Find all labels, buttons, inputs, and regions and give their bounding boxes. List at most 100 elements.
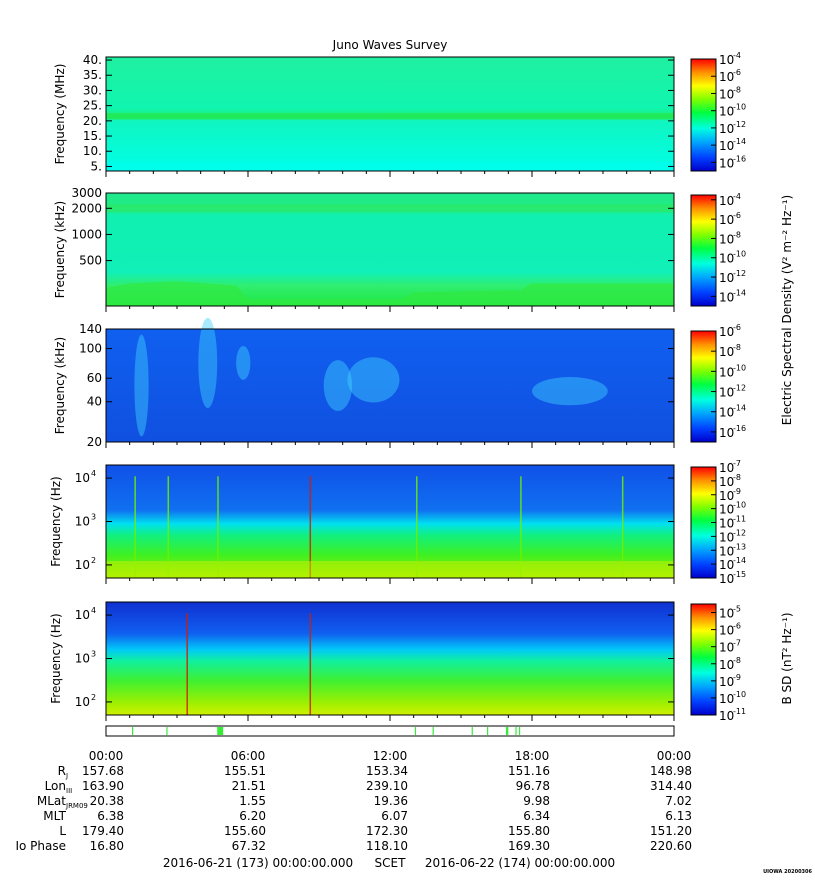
colorbar-tick-label: 10 bbox=[719, 386, 734, 400]
ephemeris-label: R bbox=[58, 764, 66, 778]
ephemeris-value: 179.40 bbox=[82, 824, 124, 838]
ephemeris-value: 239.10 bbox=[366, 779, 408, 793]
y-tick-label: 10. bbox=[83, 144, 102, 158]
emission-feature bbox=[532, 377, 608, 406]
mode-bar-frame bbox=[105, 725, 675, 737]
ephemeris-row: Io Phase 16.80 67.32 118.10 169.30 220.60 bbox=[15, 839, 692, 853]
mode-bar-segment bbox=[505, 727, 509, 735]
colorbar-tick-label: 10 bbox=[719, 271, 734, 285]
colorbar-tick-exponent: -12 bbox=[733, 528, 746, 537]
ephemeris-value: 16.80 bbox=[90, 839, 124, 853]
footer-start-date: 2016-06-21 (173) 00:00:00.000 bbox=[163, 856, 353, 870]
mode-bar-segment bbox=[518, 727, 521, 735]
emission-band bbox=[106, 561, 674, 578]
emission-spike bbox=[134, 476, 136, 578]
ephemeris-value: 9.98 bbox=[523, 794, 550, 808]
emission-feature bbox=[236, 345, 251, 380]
colorbar-gradient bbox=[690, 603, 717, 716]
time-tick-label: 12:00 bbox=[373, 749, 408, 763]
y-tick-label: 20 bbox=[87, 435, 102, 449]
time-tick-label: 00:00 bbox=[89, 749, 124, 763]
colorbar-tick-label: 10 bbox=[719, 232, 734, 246]
ephemeris-label: L bbox=[59, 824, 66, 838]
colorbar-tick-exponent: -14 bbox=[733, 404, 746, 413]
colorbar-tick-label: 10 bbox=[719, 709, 734, 723]
colorbar-tick-label: 10 bbox=[719, 624, 734, 638]
colorbar-tick-exponent: -9 bbox=[733, 487, 741, 496]
footer-scet-label: SCET bbox=[375, 856, 407, 870]
ephemeris-row: Lon III 163.90 21.51 239.10 96.78 314.40 bbox=[45, 779, 692, 795]
colorbar-gradient bbox=[690, 330, 717, 443]
ephemeris-value: 169.30 bbox=[508, 839, 550, 853]
colorbar-tick-label: 10 bbox=[719, 503, 734, 517]
colorbar-tick-exponent: -12 bbox=[733, 269, 746, 278]
colorbar-tick-label: 10 bbox=[719, 70, 734, 84]
emission-spike bbox=[217, 476, 219, 578]
ephemeris-label-subscript: III bbox=[66, 787, 72, 795]
colorbar-label: Electric Spectral Density (V² m⁻² Hz⁻¹) bbox=[780, 195, 794, 425]
colorbar-tick-exponent: -8 bbox=[733, 85, 741, 94]
y-axis-label: Frequency (kHz) bbox=[53, 337, 67, 434]
mode-bar-segment bbox=[166, 727, 168, 735]
mode-bar-segment bbox=[217, 727, 224, 735]
y-tick-label: 60 bbox=[87, 371, 102, 385]
colorbar-tick-exponent: -5 bbox=[733, 605, 741, 614]
y-tick-label: 5. bbox=[91, 159, 102, 173]
colorbar-tick-label: 10 bbox=[719, 544, 734, 558]
processing-stamp: UIOWA 20200306 bbox=[763, 869, 812, 875]
ephemeris-value: 151.20 bbox=[650, 824, 692, 838]
colorbar-tick-exponent: -11 bbox=[733, 515, 746, 524]
mode-bar-segment bbox=[487, 727, 489, 735]
y-tick-label: 25. bbox=[83, 99, 102, 113]
ephemeris-row: MLT 6.38 6.20 6.07 6.34 6.13 bbox=[43, 809, 692, 823]
footer-end-date: 2016-06-22 (174) 00:00:00.000 bbox=[425, 856, 615, 870]
colorbar-tick-exponent: -7 bbox=[733, 639, 741, 648]
y-tick-label: 10 bbox=[75, 652, 90, 666]
spectrogram-image bbox=[106, 465, 674, 578]
colorbar-tick-exponent: -6 bbox=[733, 68, 741, 77]
y-tick-label: 140 bbox=[79, 322, 102, 336]
y-tick-label: 2000 bbox=[71, 201, 102, 215]
colorbar-tick-exponent: -15 bbox=[733, 570, 746, 579]
ephemeris-value: 6.34 bbox=[523, 809, 550, 823]
ephemeris-value: 153.34 bbox=[366, 764, 408, 778]
emission-feature bbox=[134, 334, 149, 437]
ephemeris-value: 148.98 bbox=[650, 764, 692, 778]
mode-bar-segment bbox=[414, 727, 417, 735]
ephemeris-value: 6.20 bbox=[239, 809, 266, 823]
emission-band bbox=[106, 204, 674, 213]
y-tick-label: 40 bbox=[87, 395, 102, 409]
colorbar-tick-exponent: -10 bbox=[733, 501, 746, 510]
emission-feature bbox=[198, 317, 218, 409]
y-tick-label: 10 bbox=[75, 558, 90, 572]
colorbar-tick-label: 10 bbox=[719, 194, 734, 208]
colorbar-tick-label: 10 bbox=[719, 290, 734, 304]
colorbar-label: B SD (nT² Hz⁻¹) bbox=[780, 612, 794, 704]
colorbar-tick-exponent: -4 bbox=[733, 192, 741, 201]
emission-spike bbox=[416, 476, 418, 578]
colorbar-tick-exponent: -10 bbox=[733, 363, 746, 372]
y-tick-label: 1000 bbox=[71, 227, 102, 241]
y-axis-label: Frequency (Hz) bbox=[49, 613, 63, 704]
ephemeris-value: 19.36 bbox=[374, 794, 408, 808]
y-tick-label: 35. bbox=[83, 68, 102, 82]
colorbar-tick-exponent: -12 bbox=[733, 120, 746, 129]
emission-spike bbox=[186, 613, 188, 715]
colorbar-tick-exponent: -8 bbox=[733, 656, 741, 665]
time-tick-label: 18:00 bbox=[515, 749, 550, 763]
colorbar-tick-label: 10 bbox=[719, 252, 734, 266]
y-tick-exponent: 2 bbox=[91, 556, 96, 565]
spectrogram-panels: 40.35.30. 25.20.15.10.5. Frequency (MHz) 30… bbox=[49, 53, 675, 721]
colorbar-tick-exponent: -11 bbox=[733, 707, 746, 716]
colorbar-tick-label: 10 bbox=[719, 475, 734, 489]
colorbar-tick-label: 10 bbox=[719, 139, 734, 153]
emission-band bbox=[106, 113, 674, 120]
colorbar-tick-exponent: -9 bbox=[733, 673, 741, 682]
colorbar-tick-label: 10 bbox=[719, 365, 734, 379]
ephemeris-value: 7.02 bbox=[665, 794, 692, 808]
spectrogram-panel: 40.35.30. 25.20.15.10.5. Frequency (MHz) bbox=[53, 53, 675, 177]
